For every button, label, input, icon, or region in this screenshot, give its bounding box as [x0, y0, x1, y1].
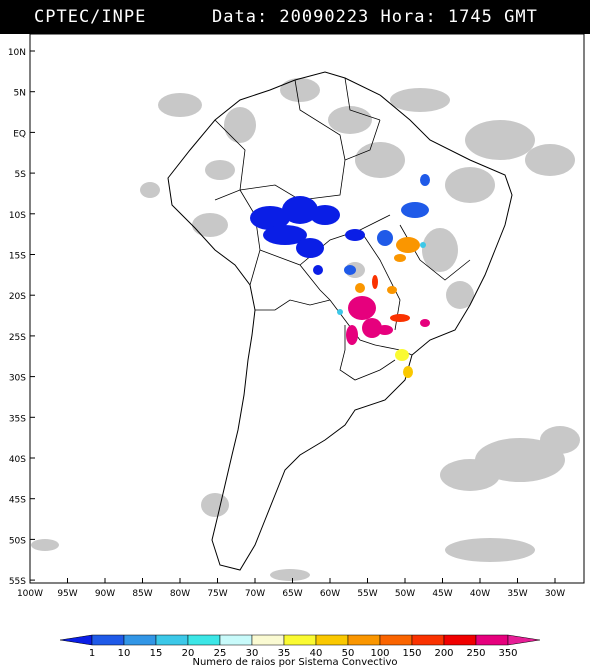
lat-label: 40S — [9, 455, 26, 465]
legend-swatch — [219, 634, 253, 646]
lat-label: 15S — [9, 252, 26, 262]
legend-tick-label: 30 — [246, 648, 259, 659]
legend-swatch — [315, 634, 349, 646]
legend-tick-label: 25 — [214, 648, 227, 659]
lat-label: 10N — [8, 48, 26, 58]
legend-swatch — [347, 634, 381, 646]
lat-label: 50S — [9, 536, 26, 546]
legend-tick-label: 40 — [310, 648, 323, 659]
lon-label: 95W — [57, 589, 77, 599]
legend-caption: Numero de raios por Sistema Convectivo — [192, 657, 397, 668]
map-panel: 10N5NEQ5S10S15S20S25S30S35S40S45S50S55S … — [8, 33, 585, 599]
lon-label: 45W — [432, 589, 452, 599]
legend-tick-label: 200 — [434, 648, 453, 659]
legend-tick-label: 150 — [402, 648, 421, 659]
legend-tick-label: 350 — [498, 648, 517, 659]
coastline — [167, 71, 513, 571]
lon-label: 100W — [17, 589, 43, 599]
legend-swatch — [411, 634, 445, 646]
legend-swatch — [123, 634, 157, 646]
lon-label: 80W — [170, 589, 190, 599]
lon-label: 30W — [545, 589, 565, 599]
lon-label: 40W — [470, 589, 490, 599]
lat-label: 5N — [14, 89, 26, 99]
legend-swatch — [251, 634, 285, 646]
legend-swatch — [283, 634, 317, 646]
color-legend: 1 10 15 20 25 30 35 40 50 100 150 200 250 350 Numero … — [59, 634, 541, 668]
lon-label: 55W — [357, 589, 377, 599]
legend-swatch — [187, 634, 221, 646]
lon-label: 90W — [95, 589, 115, 599]
lat-label: EQ — [13, 129, 26, 139]
legend-ticks: 1 10 15 20 25 30 35 40 50 100 150 200 250 350 — [89, 648, 518, 659]
legend-swatch — [507, 634, 541, 646]
legend-tick-label: 15 — [150, 648, 163, 659]
latitude-axis: 10N 5N EQ 5S 10S 15S 20S 25S 30S 35S 40S 45S 50S 55S — [8, 48, 35, 587]
convective-systems — [250, 174, 430, 378]
legend-swatch — [443, 634, 477, 646]
lat-label: 20S — [9, 292, 26, 302]
lat-label: 5S — [15, 170, 27, 180]
lon-label: 35W — [507, 589, 527, 599]
legend-tick-label: 20 — [182, 648, 195, 659]
legend-swatch — [155, 634, 189, 646]
lon-label: 85W — [132, 589, 152, 599]
legend-tick-label: 100 — [370, 648, 389, 659]
lon-label: 75W — [207, 589, 227, 599]
legend-swatch — [379, 634, 413, 646]
legend-tick-label: 250 — [466, 648, 485, 659]
lat-label: 35S — [9, 414, 26, 424]
legend-swatch — [475, 634, 509, 646]
legend-tick-label: 10 — [118, 648, 131, 659]
legend-bar — [59, 634, 541, 646]
lon-label: 50W — [395, 589, 415, 599]
legend-swatch — [59, 634, 93, 646]
header-bar: CPTEC/INPE Data: 20090223 Hora: 1745 GMT — [0, 0, 590, 34]
lon-label: 70W — [245, 589, 265, 599]
date-time-label: Data: 20090223 Hora: 1745 GMT — [212, 7, 538, 27]
lat-label: 25S — [9, 333, 26, 343]
lat-label: 55S — [9, 577, 26, 587]
legend-tick-label: 1 — [89, 648, 95, 659]
lat-label: 30S — [9, 374, 26, 384]
cloud-cover — [31, 78, 580, 581]
lon-label: 60W — [320, 589, 340, 599]
legend-tick-label: 50 — [342, 648, 355, 659]
longitude-axis: 100W 95W 90W 85W 80W 75W 70W 65W 60W 55W 50W 45W 40W… — [17, 578, 565, 599]
lat-label: 10S — [9, 211, 26, 221]
agency-title: CPTEC/INPE — [34, 7, 147, 27]
lon-label: 65W — [282, 589, 302, 599]
legend-swatch — [91, 634, 125, 646]
legend-tick-label: 35 — [278, 648, 291, 659]
map-frame — [29, 33, 585, 584]
lat-label: 45S — [9, 496, 26, 506]
